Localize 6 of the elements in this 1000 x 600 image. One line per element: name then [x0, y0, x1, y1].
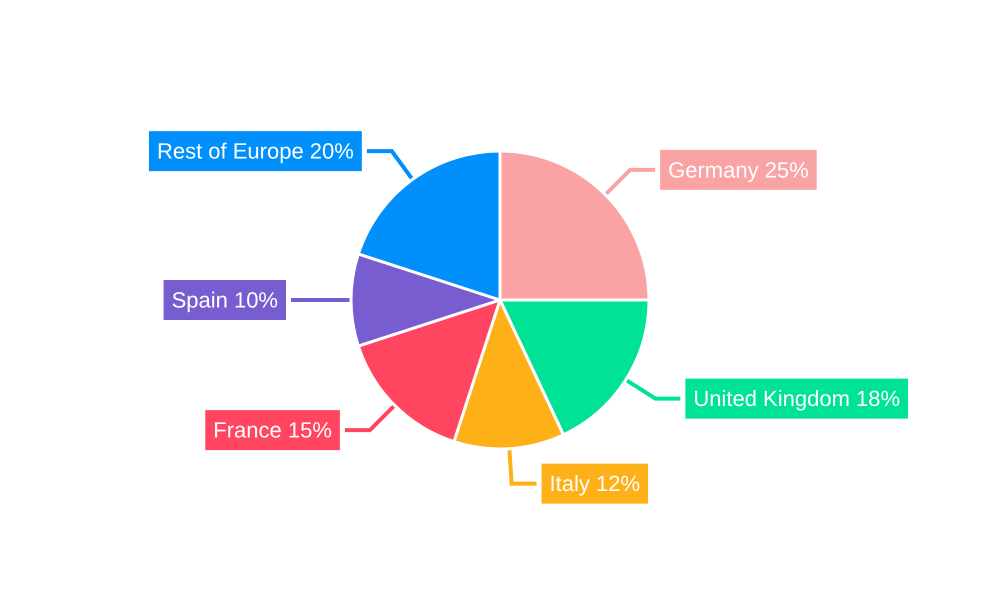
slice-label: Italy 12% — [550, 471, 640, 496]
slice-label: United Kingdom 18% — [693, 386, 900, 412]
slice-label: France 15% — [213, 418, 332, 443]
slice-label: Spain 10% — [172, 288, 278, 312]
slice-label: Rest of Europe 20% — [156, 138, 354, 164]
slice-label: Germany 25% — [668, 157, 809, 182]
